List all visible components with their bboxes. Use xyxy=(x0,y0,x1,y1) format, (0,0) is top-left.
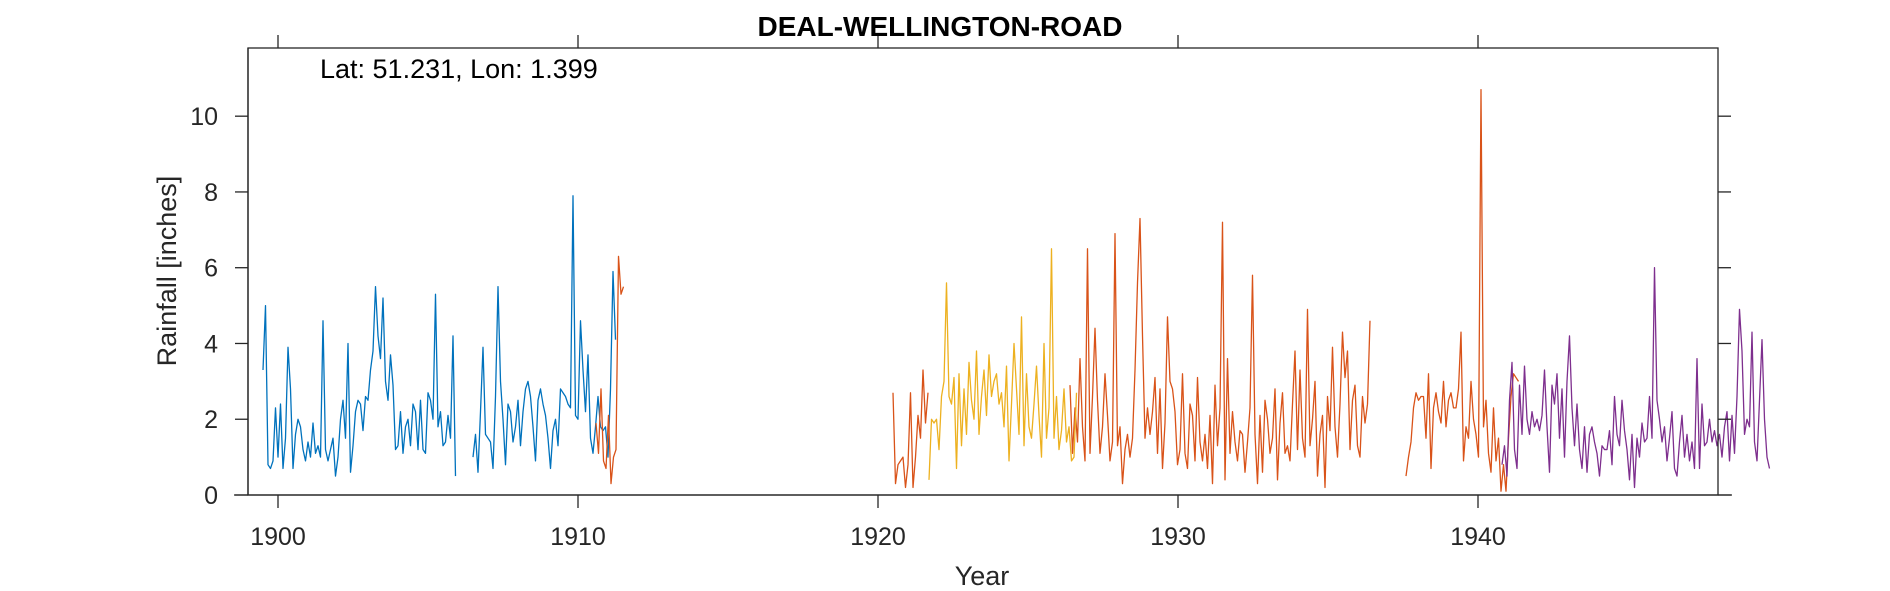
series-2-segment-2-line xyxy=(892,369,929,489)
series-2-segment-1-line xyxy=(595,255,625,485)
x-tick-label-1900: 1900 xyxy=(250,523,306,551)
x-tick-label-1920: 1920 xyxy=(850,523,906,551)
y-tick-label-0: 0 xyxy=(204,482,218,510)
x-tick-label-1940: 1940 xyxy=(1450,523,1506,551)
x-tick-label-1910: 1910 xyxy=(550,523,606,551)
y-tick-label-6: 6 xyxy=(204,255,218,283)
y-tick-label-2: 2 xyxy=(204,406,218,434)
chart-title: DEAL-WELLINGTON-ROAD xyxy=(758,11,1123,42)
axes-layer xyxy=(234,47,1732,496)
y-tick-label-8: 8 xyxy=(204,179,218,207)
series-2-segment-4-line xyxy=(1405,89,1520,492)
x-axis-label: Year xyxy=(955,561,1010,591)
y-tick-label-10: 10 xyxy=(190,103,218,131)
series-2-segment-3-line xyxy=(1069,217,1371,489)
series-1-segment-1-line xyxy=(262,285,457,477)
series-3-segment-1-line xyxy=(928,248,1078,480)
series-4-segment-1-line xyxy=(1501,267,1771,489)
ticks-layer: 1900 1910 1920 1930 1940 0 2 4 6 8 10 xyxy=(190,35,1731,551)
y-tick-label-4: 4 xyxy=(204,330,218,358)
plot-area xyxy=(248,48,1718,495)
series-layer xyxy=(262,89,1771,492)
series-1-segment-2-line xyxy=(472,195,617,473)
location-annotation: Lat: 51.231, Lon: 1.399 xyxy=(320,54,598,84)
x-tick-label-1930: 1930 xyxy=(1150,523,1206,551)
y-axis-label: Rainfall [inches] xyxy=(152,176,182,367)
